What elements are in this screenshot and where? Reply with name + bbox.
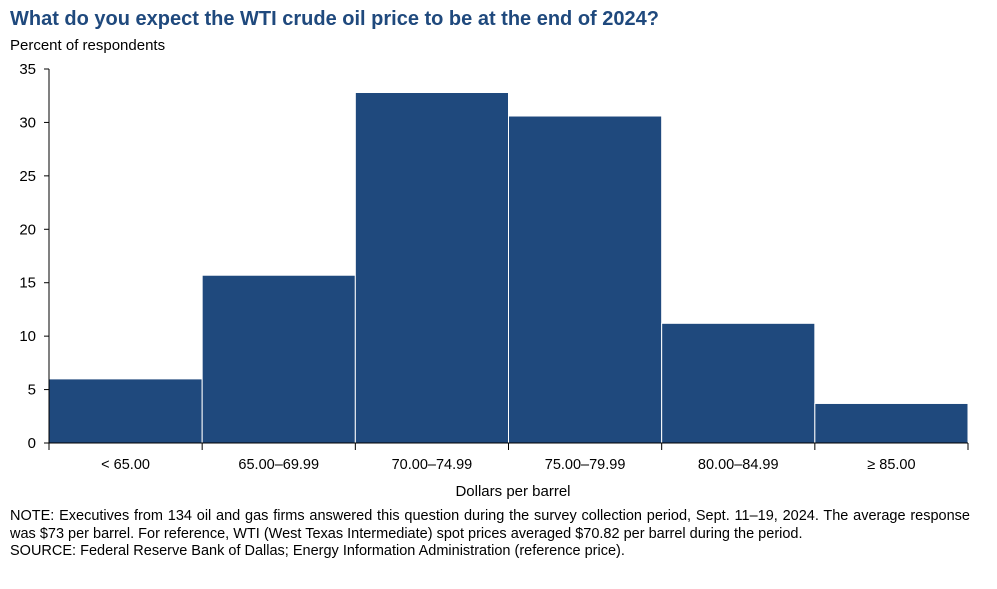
bar-0 xyxy=(48,378,203,444)
x-axis-label: Dollars per barrel xyxy=(455,483,570,500)
note-text: NOTE: Executives from 134 oil and gas fi… xyxy=(10,508,970,542)
y-axis-title: Percent of respondents xyxy=(10,37,166,54)
bar-2 xyxy=(354,92,510,444)
y-tick-label: 35 xyxy=(19,61,36,78)
histogram-chart: 0 5 10 15 20 25 30 35 < 65.00 65.00–69.99 70.00–7… xyxy=(19,61,969,500)
bar-4 xyxy=(661,322,816,444)
x-tick-label: < 65.00 xyxy=(101,457,150,473)
x-tick-label: ≥ 85.00 xyxy=(867,457,915,473)
x-tick-label: 70.00–74.99 xyxy=(392,457,473,473)
chart-title: What do you expect the WTI crude oil pri… xyxy=(10,8,659,30)
y-tick-label: 0 xyxy=(28,435,36,452)
y-tick-label: 25 xyxy=(19,168,36,185)
source-text: SOURCE: Federal Reserve Bank of Dallas; … xyxy=(10,543,625,559)
x-tick-label: 65.00–69.99 xyxy=(238,457,319,473)
x-tick-label: 75.00–79.99 xyxy=(545,457,626,473)
y-tick-label: 5 xyxy=(28,382,36,399)
y-tick-label: 15 xyxy=(19,275,36,292)
y-tick-label: 20 xyxy=(19,221,36,238)
y-tick-label: 30 xyxy=(19,114,36,131)
bar-1 xyxy=(201,274,356,444)
footnote: NOTE: Executives from 134 oil and gas fi… xyxy=(10,508,970,561)
y-tick-label: 10 xyxy=(19,328,36,345)
bar-5 xyxy=(814,402,969,444)
x-tick-label: 80.00–84.99 xyxy=(698,457,779,473)
bar-3 xyxy=(508,115,663,444)
